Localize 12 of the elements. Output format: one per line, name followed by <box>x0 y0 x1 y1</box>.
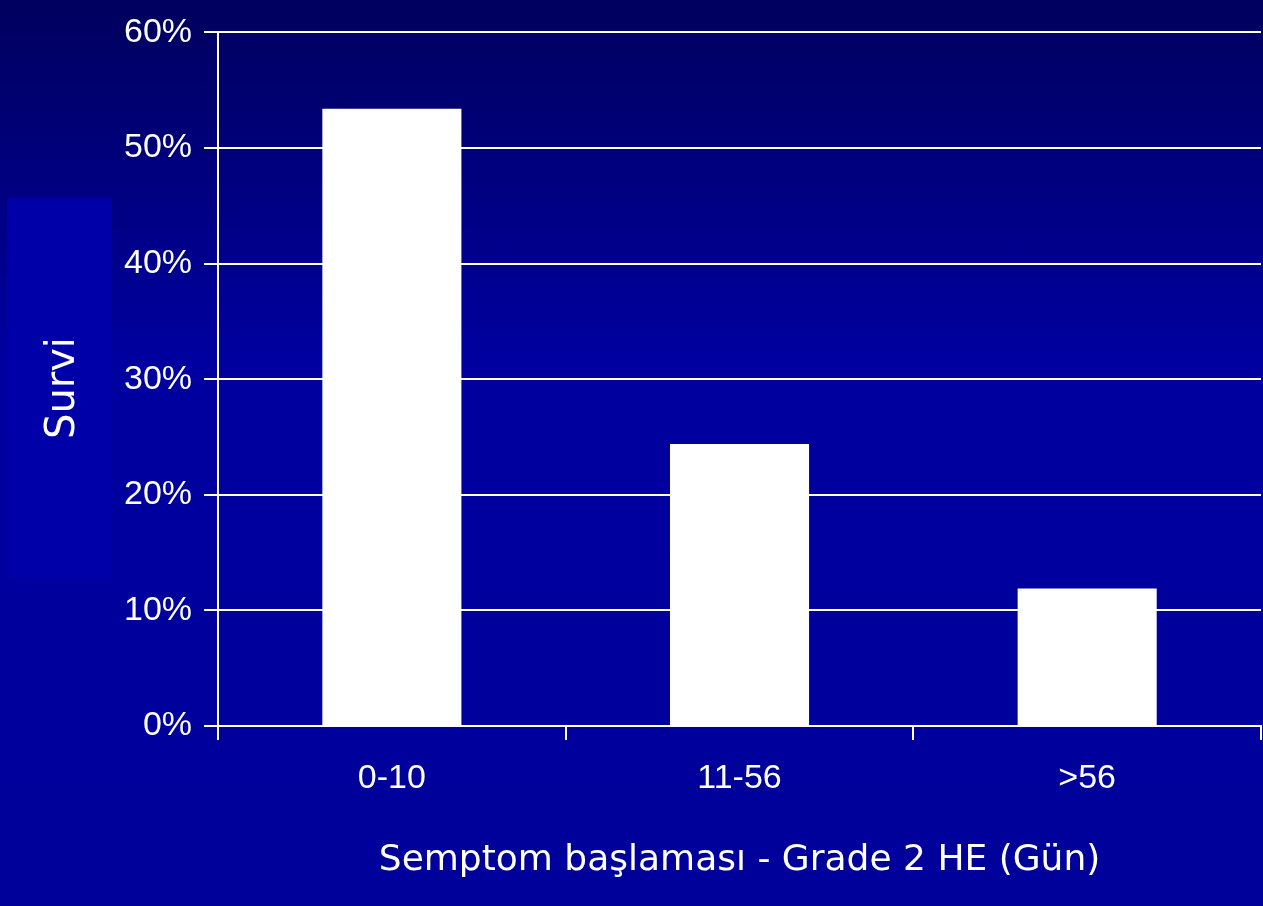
y-tick-label: 20% <box>123 473 193 512</box>
x-tick-label: >56 <box>1058 756 1117 795</box>
x-tick-label: 11-56 <box>697 756 782 795</box>
x-axis-title: Semptom başlaması - Grade 2 HE (Gün) <box>378 836 1101 878</box>
y-tick-label: 50% <box>123 126 193 165</box>
x-tick-label: 0-10 <box>357 756 426 795</box>
y-axis-title: Survi <box>36 337 83 439</box>
y-tick-label: 0% <box>142 704 193 743</box>
y-tick-label: 60% <box>123 10 193 49</box>
y-tick-label: 10% <box>123 588 193 627</box>
y-tick-label: 30% <box>123 357 193 396</box>
y-tick-label: 40% <box>123 241 193 280</box>
